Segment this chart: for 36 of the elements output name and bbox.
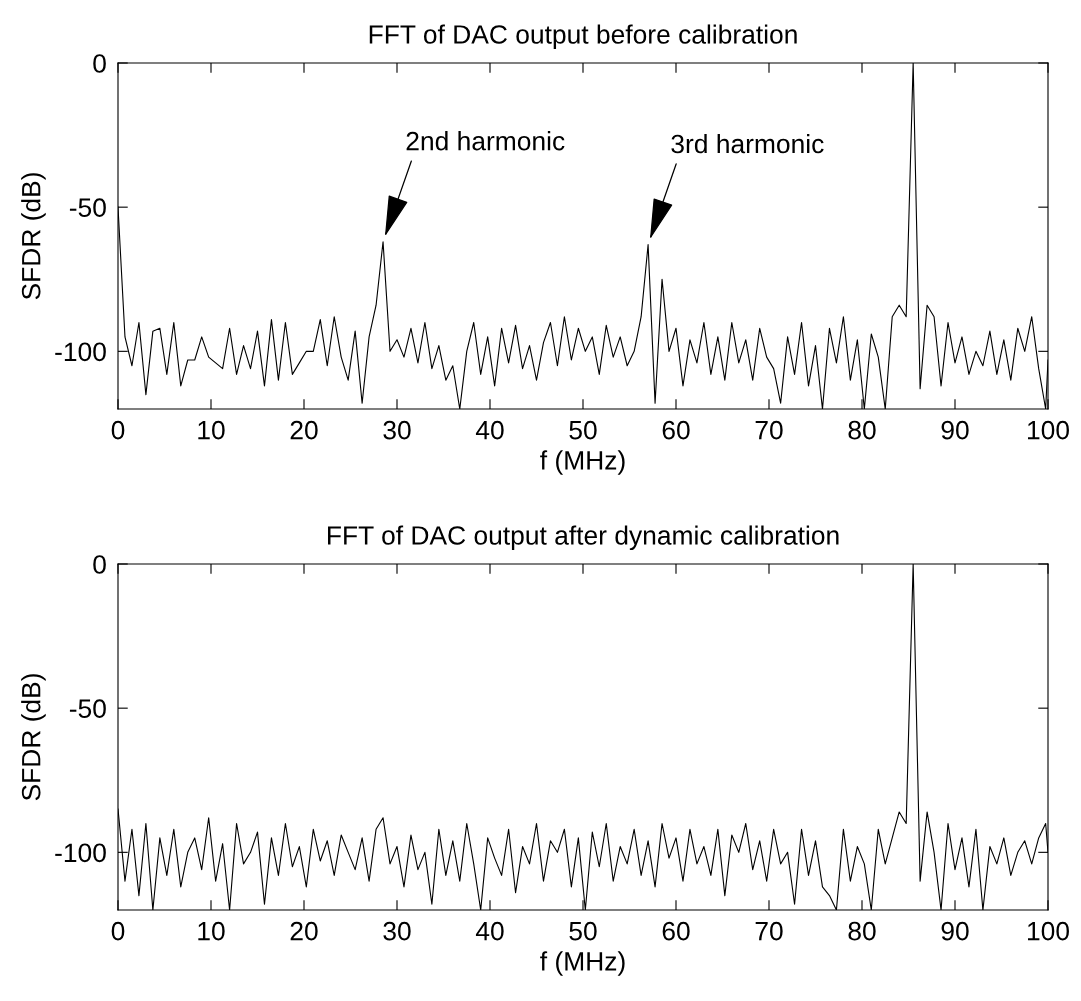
y-tick-label: -100	[55, 843, 106, 863]
x-tick-label: 50	[569, 420, 597, 440]
annotation: 2nd harmonic	[406, 131, 565, 151]
x-tick-label: 30	[383, 420, 411, 440]
x-tick-label: 40	[475, 420, 504, 440]
x-tick-label: 70	[755, 921, 783, 941]
x-axis-title: f (MHz)	[540, 951, 625, 976]
x-tick-label: 80	[848, 921, 876, 941]
x-tick-label: 100	[1028, 921, 1069, 941]
x-tick-label: 0	[111, 921, 125, 941]
x-tick-label: 0	[111, 420, 125, 440]
y-tick-label: 0	[93, 54, 106, 73]
annotation: 3rd harmonic	[671, 133, 824, 154]
y-tick-label: -100	[55, 342, 106, 362]
x-tick-label: 60	[662, 921, 690, 941]
y-axis-title: SFDR (dB)	[21, 674, 46, 801]
x-tick-label: 20	[290, 921, 318, 941]
x-tick-label: 60	[662, 420, 690, 440]
y-tick-label: -50	[69, 198, 106, 217]
x-tick-label: 30	[383, 921, 411, 941]
x-tick-label: 90	[941, 921, 969, 941]
x-tick-label: 20	[290, 420, 318, 440]
x-tick-label: 40	[475, 921, 504, 941]
x-tick-label: 100	[1028, 420, 1069, 440]
x-axis-title: f (MHz)	[540, 450, 625, 475]
y-tick-label: -50	[69, 699, 106, 718]
x-tick-label: 80	[848, 420, 876, 440]
y-tick-label: 0	[93, 555, 106, 574]
x-tick-label: 90	[941, 420, 969, 440]
x-tick-label: 10	[198, 921, 225, 941]
x-tick-label: 70	[755, 420, 783, 440]
chart-title: FFT of DAC output after dynamic calibration	[328, 525, 839, 551]
y-axis-title: SFDR (dB)	[21, 173, 46, 300]
chart-title: FFT of DAC output before calibration	[369, 24, 797, 50]
x-tick-label: 10	[198, 420, 225, 440]
x-tick-label: 50	[569, 921, 597, 941]
